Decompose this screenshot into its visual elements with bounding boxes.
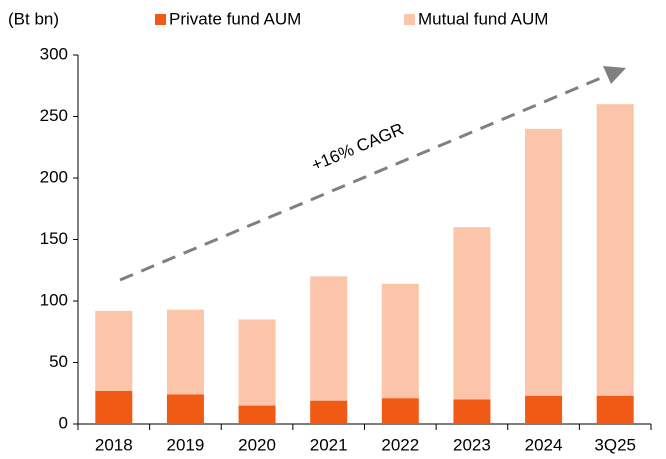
legend-label: Private fund AUM <box>169 9 301 28</box>
y-tick-label: 0 <box>59 413 68 432</box>
annotation: +16% CAGR <box>309 119 407 174</box>
bar <box>381 398 419 424</box>
arrow-head <box>603 66 626 84</box>
x-tick-label: 2023 <box>453 435 491 454</box>
x-tick-label: 2021 <box>310 435 348 454</box>
y-tick-label: 300 <box>40 44 68 63</box>
bar <box>453 227 491 400</box>
bar <box>453 399 491 424</box>
y-tick-label: 100 <box>40 290 68 309</box>
legend-swatch <box>155 14 166 25</box>
y-tick-label: 150 <box>40 229 68 248</box>
bar <box>310 400 348 424</box>
bar <box>166 309 204 395</box>
y-tick-label: 50 <box>49 352 68 371</box>
bar <box>95 310 133 391</box>
y-tick-label: 250 <box>40 106 68 125</box>
bar <box>525 395 563 424</box>
x-tick-label: 2024 <box>525 435 563 454</box>
bar <box>596 395 634 424</box>
bar <box>166 394 204 424</box>
bar <box>596 104 634 396</box>
bar <box>238 319 276 406</box>
bar <box>310 276 348 401</box>
bar <box>381 283 419 399</box>
trend-arrow <box>119 73 609 282</box>
x-tick-label: 2022 <box>381 435 419 454</box>
y-tick-label: 200 <box>40 167 68 186</box>
y-axis-label: (Bt bn) <box>8 9 59 28</box>
x-tick-label: 2018 <box>95 435 133 454</box>
x-tick-label: 2019 <box>167 435 205 454</box>
legend-label: Mutual fund AUM <box>418 9 548 28</box>
bar <box>95 390 133 424</box>
x-tick-label: 2020 <box>238 435 276 454</box>
bar <box>238 405 276 424</box>
x-tick-label: 3Q25 <box>594 435 636 454</box>
bar <box>525 128 563 396</box>
legend-swatch <box>404 14 415 25</box>
